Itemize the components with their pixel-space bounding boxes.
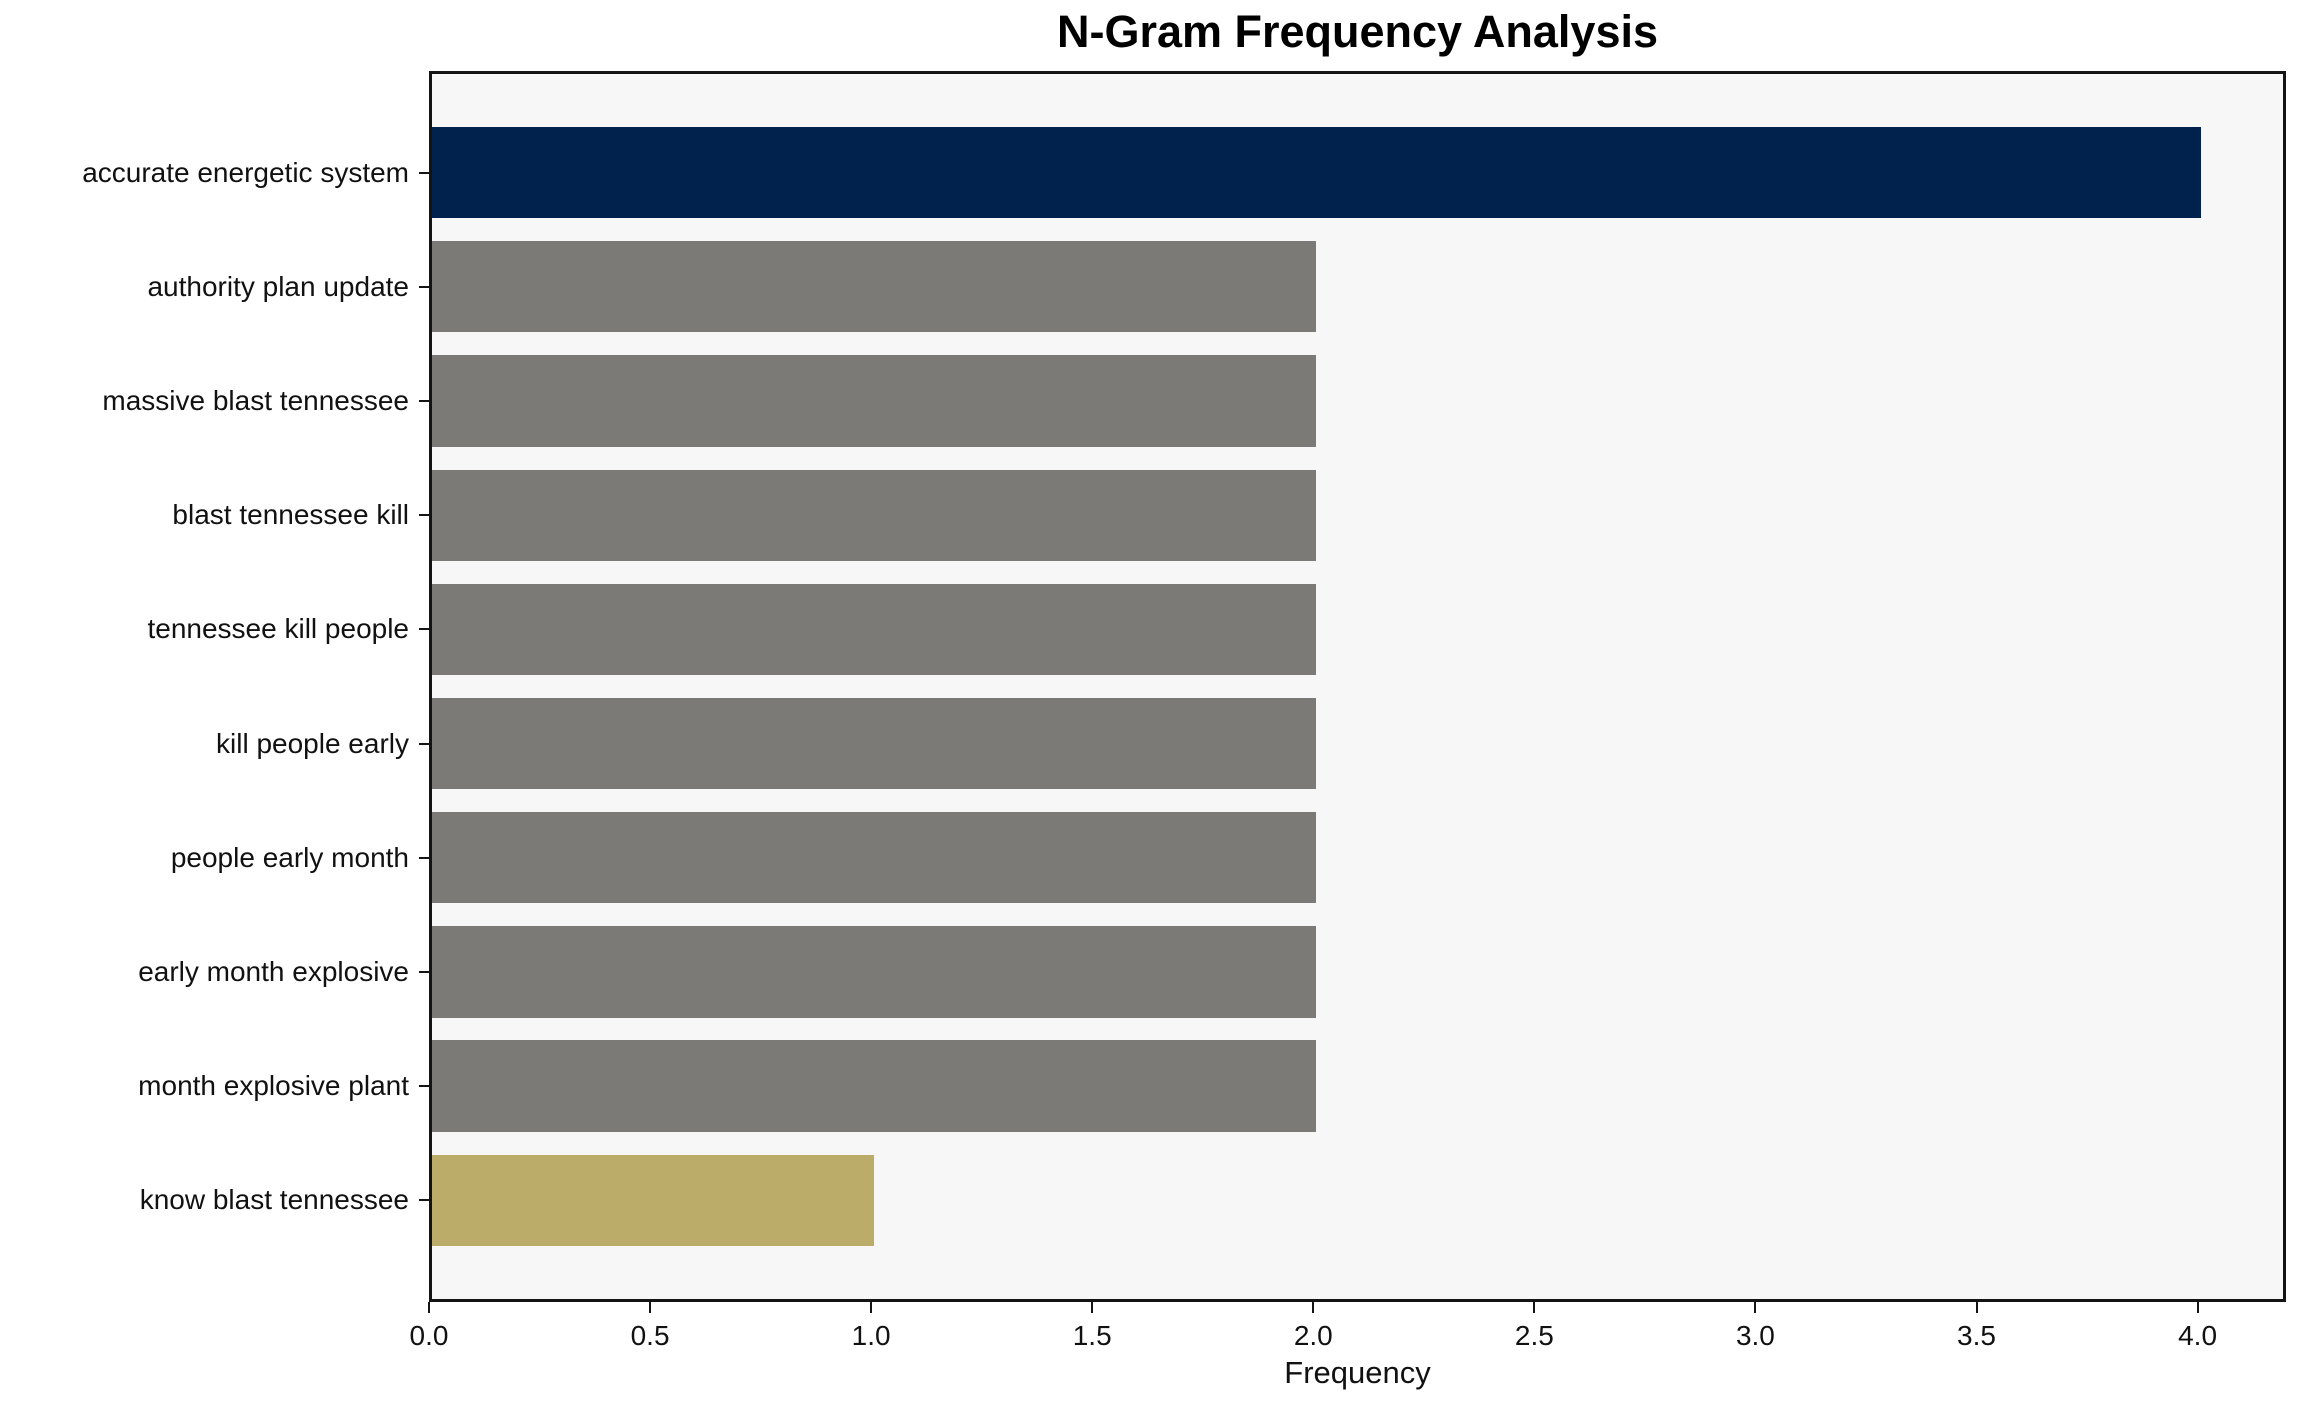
plot-area xyxy=(429,71,2286,1302)
y-tick-label: month explosive plant xyxy=(138,1070,409,1102)
x-tick-mark xyxy=(1091,1302,1094,1313)
y-tick-mark xyxy=(419,970,429,973)
x-tick-label: 0.5 xyxy=(630,1320,670,1351)
y-tick-label: tennessee kill people xyxy=(147,613,409,645)
x-tick-mark xyxy=(649,1302,652,1313)
y-tick-mark xyxy=(419,400,429,403)
y-tick-mark xyxy=(419,1085,429,1088)
bar xyxy=(432,583,1317,676)
x-tick-label: 3.5 xyxy=(1957,1320,1996,1351)
y-tick-mark xyxy=(419,742,429,745)
y-tick-label: authority plan update xyxy=(147,270,409,302)
x-tick-label: 2.5 xyxy=(1514,1320,1554,1351)
y-tick-label: accurate energetic system xyxy=(82,156,409,188)
y-tick-label: people early month xyxy=(170,841,409,873)
x-tick-mark xyxy=(428,1302,430,1313)
bar xyxy=(432,812,1317,904)
bar xyxy=(432,1154,875,1247)
x-tick-mark xyxy=(870,1302,873,1313)
y-tick-mark xyxy=(419,856,429,859)
y-tick-mark xyxy=(419,628,429,631)
x-axis-label: Frequency xyxy=(1284,1355,1431,1390)
y-tick-label: massive blast tennessee xyxy=(102,385,409,417)
x-tick-label: 2.0 xyxy=(1293,1320,1333,1351)
bar xyxy=(432,697,1317,790)
y-tick-label: blast tennessee kill xyxy=(172,499,409,531)
bar xyxy=(432,355,1317,447)
y-tick-mark xyxy=(419,1199,429,1202)
bar xyxy=(432,926,1317,1018)
y-tick-mark xyxy=(419,514,429,517)
bar xyxy=(432,1040,1317,1132)
x-tick-mark xyxy=(1975,1302,1978,1313)
y-tick-label: kill people early xyxy=(216,727,409,759)
y-tick-label: early month explosive xyxy=(138,955,409,987)
x-tick-mark xyxy=(1754,1302,1757,1313)
y-tick-label: know blast tennessee xyxy=(139,1184,409,1216)
x-tick-label: 0.0 xyxy=(409,1320,449,1351)
bar xyxy=(432,126,2201,219)
y-tick-mark xyxy=(419,171,429,174)
x-tick-label: 3.0 xyxy=(1735,1320,1775,1351)
y-tick-mark xyxy=(419,285,429,288)
x-tick-mark xyxy=(1312,1302,1315,1313)
chart-title: N-Gram Frequency Analysis xyxy=(1056,6,1659,57)
bar xyxy=(432,469,1317,561)
x-tick-mark xyxy=(1533,1302,1536,1313)
bar xyxy=(432,241,1317,333)
x-tick-label: 1.5 xyxy=(1072,1320,1112,1351)
x-tick-label: 4.0 xyxy=(2178,1320,2218,1351)
x-tick-label: 1.0 xyxy=(851,1320,891,1351)
x-tick-mark xyxy=(2196,1302,2199,1313)
